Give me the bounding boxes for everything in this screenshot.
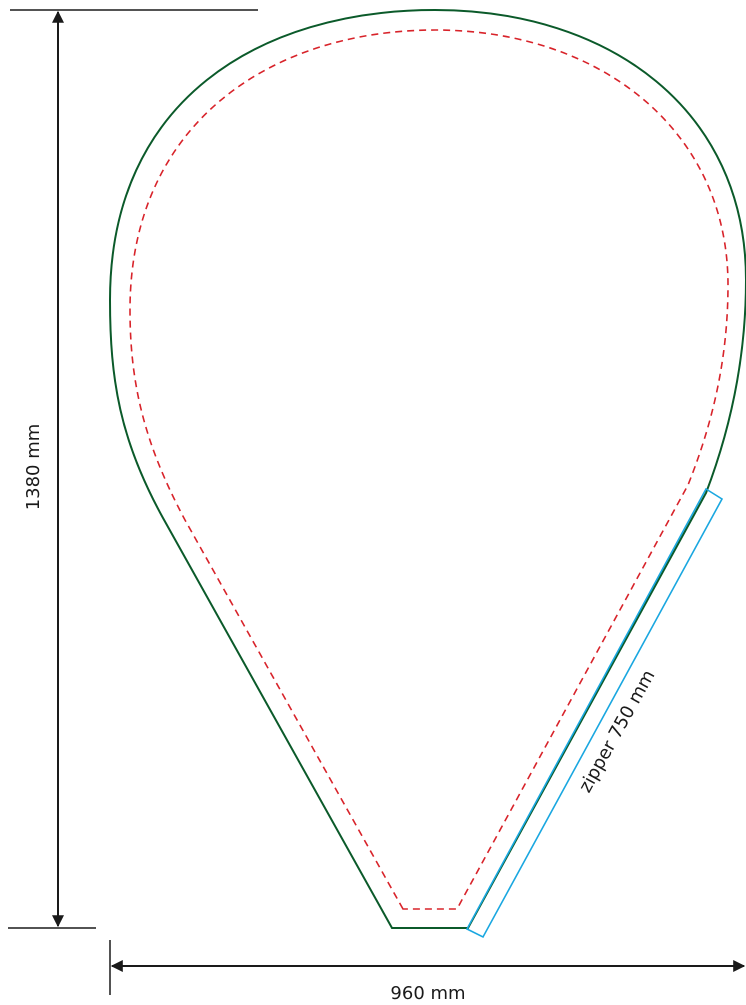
height-label: 1380 mm: [23, 424, 44, 511]
width-label: 960 mm: [390, 983, 465, 1004]
safe-area-line: [129, 29, 729, 910]
cut-outline: [108, 8, 746, 929]
zipper-strip: [465, 487, 724, 939]
zipper-label: zipper 750 mm: [575, 666, 660, 796]
